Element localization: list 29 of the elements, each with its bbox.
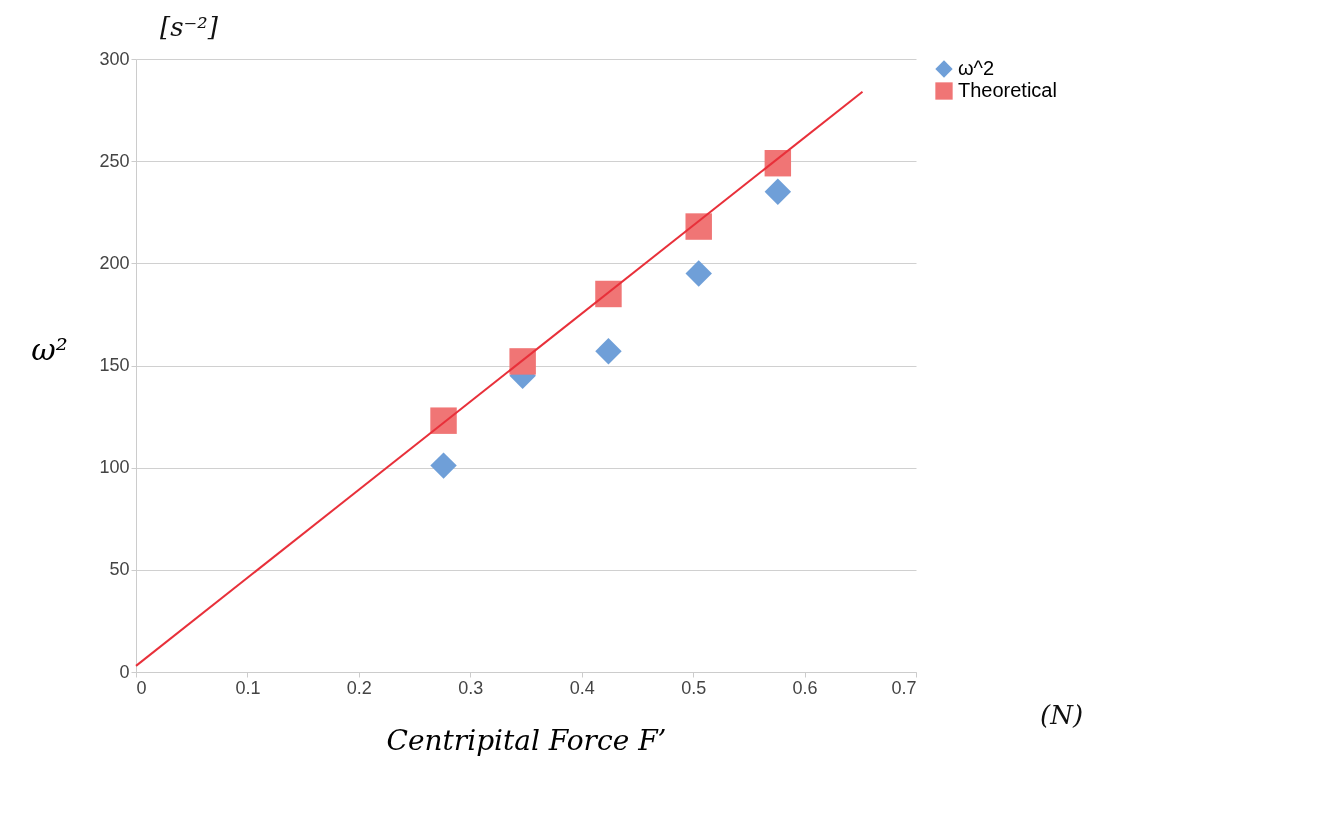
- legend-label: Theoretical: [958, 79, 1057, 101]
- y-tick-label: 100: [99, 457, 130, 478]
- y-tick-label: 0: [119, 661, 130, 682]
- x-tick-label: 0.6: [792, 677, 818, 698]
- x-tick-label: 0.7: [891, 677, 917, 698]
- x-tick-label: 0.3: [458, 677, 484, 698]
- x-axis-title: Centripital Force F’: [386, 723, 667, 757]
- text: (N): [1040, 700, 1084, 730]
- y-tick-label: 250: [99, 150, 130, 171]
- y-tick-label: 50: [109, 559, 130, 580]
- point: [685, 260, 712, 287]
- y-tick-label: 200: [99, 252, 130, 273]
- y-tick-label: 150: [99, 355, 130, 375]
- x-tick-label: 0.4: [569, 677, 595, 698]
- point: [430, 452, 457, 479]
- point: [595, 337, 622, 365]
- point: [685, 213, 712, 240]
- x-tick-label: 0.5: [681, 677, 707, 698]
- legend-label: ω^2: [958, 57, 995, 79]
- point: [509, 348, 536, 375]
- x-tick-label: 0: [136, 677, 147, 698]
- x-tick-label: 0.1: [235, 677, 261, 698]
- text: [s⁻²]: [160, 12, 218, 42]
- point: [764, 178, 792, 206]
- y-axis-title: ω²: [31, 332, 68, 367]
- point: [430, 407, 457, 434]
- y-tick-label: 300: [99, 48, 130, 69]
- x-tick-label: 0.2: [346, 677, 372, 698]
- point: [595, 280, 622, 308]
